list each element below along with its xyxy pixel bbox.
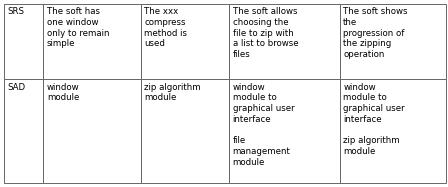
Text: The soft has
one window
only to remain
simple: The soft has one window only to remain s… xyxy=(47,7,109,48)
Bar xyxy=(4,4,43,79)
Text: window
module: window module xyxy=(47,82,80,102)
Text: The soft allows
choosing the
file to zip with
a list to browse
files: The soft allows choosing the file to zip… xyxy=(233,7,298,59)
Bar xyxy=(340,4,446,79)
Bar xyxy=(141,79,229,183)
Bar xyxy=(43,4,141,79)
Text: window
module to
graphical user
interface

file
management
module: window module to graphical user interfac… xyxy=(233,82,294,167)
Text: zip algorithm
module: zip algorithm module xyxy=(144,82,201,102)
Text: The soft shows
the
progression of
the zipping
operation: The soft shows the progression of the zi… xyxy=(343,7,408,59)
Text: SAD: SAD xyxy=(7,82,25,91)
Text: SRS: SRS xyxy=(7,7,24,16)
Bar xyxy=(4,79,43,183)
Bar xyxy=(229,79,340,183)
Bar xyxy=(229,4,340,79)
Text: window
module to
graphical user
interface

zip algorithm
module: window module to graphical user interfac… xyxy=(343,82,405,156)
Bar xyxy=(141,4,229,79)
Bar xyxy=(340,79,446,183)
Bar xyxy=(43,79,141,183)
Text: The xxx
compress
method is
used: The xxx compress method is used xyxy=(144,7,187,48)
